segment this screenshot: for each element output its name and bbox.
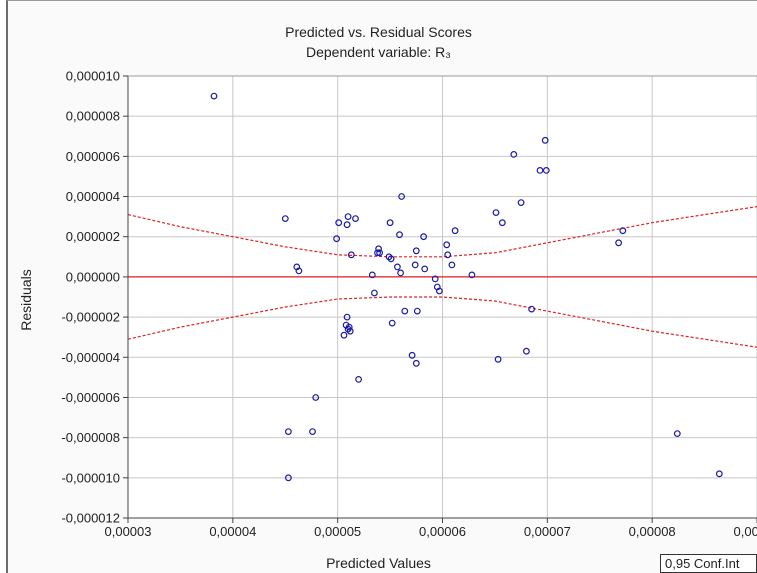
data-point <box>715 470 723 478</box>
y-tick-label: 0,000008 <box>66 109 120 124</box>
data-point <box>387 255 395 263</box>
data-point <box>408 351 416 359</box>
data-point <box>468 271 476 279</box>
data-point <box>396 231 403 239</box>
data-point <box>376 249 384 257</box>
data-point <box>346 327 354 335</box>
y-tick-label: -0,000008 <box>61 430 120 445</box>
data-point <box>386 219 394 227</box>
x-tick-label: 0,00007 <box>524 524 571 539</box>
data-point <box>436 287 443 295</box>
data-point <box>615 239 622 247</box>
data-point <box>510 150 518 158</box>
data-point <box>443 241 451 249</box>
data-point <box>528 305 535 313</box>
conf-band-upper <box>127 206 757 258</box>
data-point <box>541 136 549 144</box>
data-point <box>343 313 351 321</box>
data-point <box>412 359 420 367</box>
y-tick-label: 0,000006 <box>66 149 120 164</box>
data-point <box>210 92 218 100</box>
data-point <box>412 247 420 255</box>
data-point <box>347 251 355 259</box>
data-point <box>444 251 452 259</box>
y-tick-label: 0,000002 <box>66 229 120 244</box>
data-point <box>285 474 292 482</box>
data-point <box>413 307 421 315</box>
y-axis-label: Residuals <box>18 269 34 331</box>
data-point <box>335 219 343 227</box>
data-point <box>498 219 506 227</box>
y-tick-label: 0,000000 <box>66 269 120 284</box>
data-point <box>340 331 348 339</box>
data-point <box>371 289 378 297</box>
x-tick-label: 0,00006 <box>419 524 466 539</box>
x-ticks: 0,00003 0,00004 0,00005 0,00006 0,00007 0,000… <box>105 518 757 539</box>
data-point <box>333 235 341 243</box>
data-point <box>309 428 316 436</box>
data-point <box>492 209 500 217</box>
conf-band-lower <box>127 296 757 348</box>
data-point <box>355 376 363 383</box>
data-point <box>542 166 550 174</box>
data-point <box>619 227 627 235</box>
data-point <box>420 233 428 241</box>
y-tick-label: -0,000004 <box>61 350 120 365</box>
data-point <box>388 319 396 327</box>
data-point <box>451 227 459 235</box>
y-tick-label: -0,000002 <box>61 310 120 325</box>
legend-conf-int: 0,95 Conf.Int <box>660 554 757 573</box>
data-point <box>411 261 419 269</box>
y-tick-label: -0,000012 <box>61 511 120 526</box>
y-tick-label: -0,000010 <box>61 470 120 485</box>
data-point <box>312 394 320 401</box>
data-point <box>343 221 351 229</box>
data-point <box>536 166 544 174</box>
data-point <box>352 215 359 223</box>
data-point <box>421 265 429 273</box>
data-point <box>517 199 525 207</box>
x-tick-label: 0,00004 <box>209 524 256 539</box>
y-tick-label: 0,000010 <box>66 69 120 84</box>
chart-subtitle: Dependent variable: R₃ <box>305 44 451 60</box>
x-tick-label: 0,00003 <box>105 524 152 539</box>
data-point <box>375 245 383 253</box>
chart-title: Predicted vs. Residual Scores <box>285 24 472 40</box>
data-point <box>494 355 502 363</box>
data-point <box>285 428 292 436</box>
data-point <box>397 269 405 277</box>
data-point <box>431 275 439 283</box>
data-point <box>374 249 381 257</box>
confidence-band <box>127 206 757 348</box>
grid <box>127 75 757 519</box>
data-point <box>345 323 353 331</box>
data-point <box>401 307 409 315</box>
x-tick-label: 0,00005 <box>314 524 361 539</box>
data-point <box>394 263 401 271</box>
y-ticks: 0,000010 0,000008 0,000006 0,000004 0,000002… <box>61 69 128 526</box>
y-tick-label: 0,000004 <box>66 189 120 204</box>
data-point <box>448 261 456 269</box>
data-point <box>281 215 289 223</box>
data-point <box>673 430 681 438</box>
x-tick-label: 0,00008 <box>629 524 676 539</box>
data-point <box>523 347 530 355</box>
data-point <box>385 253 393 261</box>
scatter-points <box>210 92 723 482</box>
x-axis-label: Predicted Values <box>326 555 431 571</box>
data-point <box>344 213 352 221</box>
x-tick-label: 0,00009 <box>734 524 757 539</box>
data-point <box>368 271 376 279</box>
y-tick-label: -0,000006 <box>61 390 120 405</box>
data-point <box>398 193 406 200</box>
data-point <box>295 267 303 275</box>
